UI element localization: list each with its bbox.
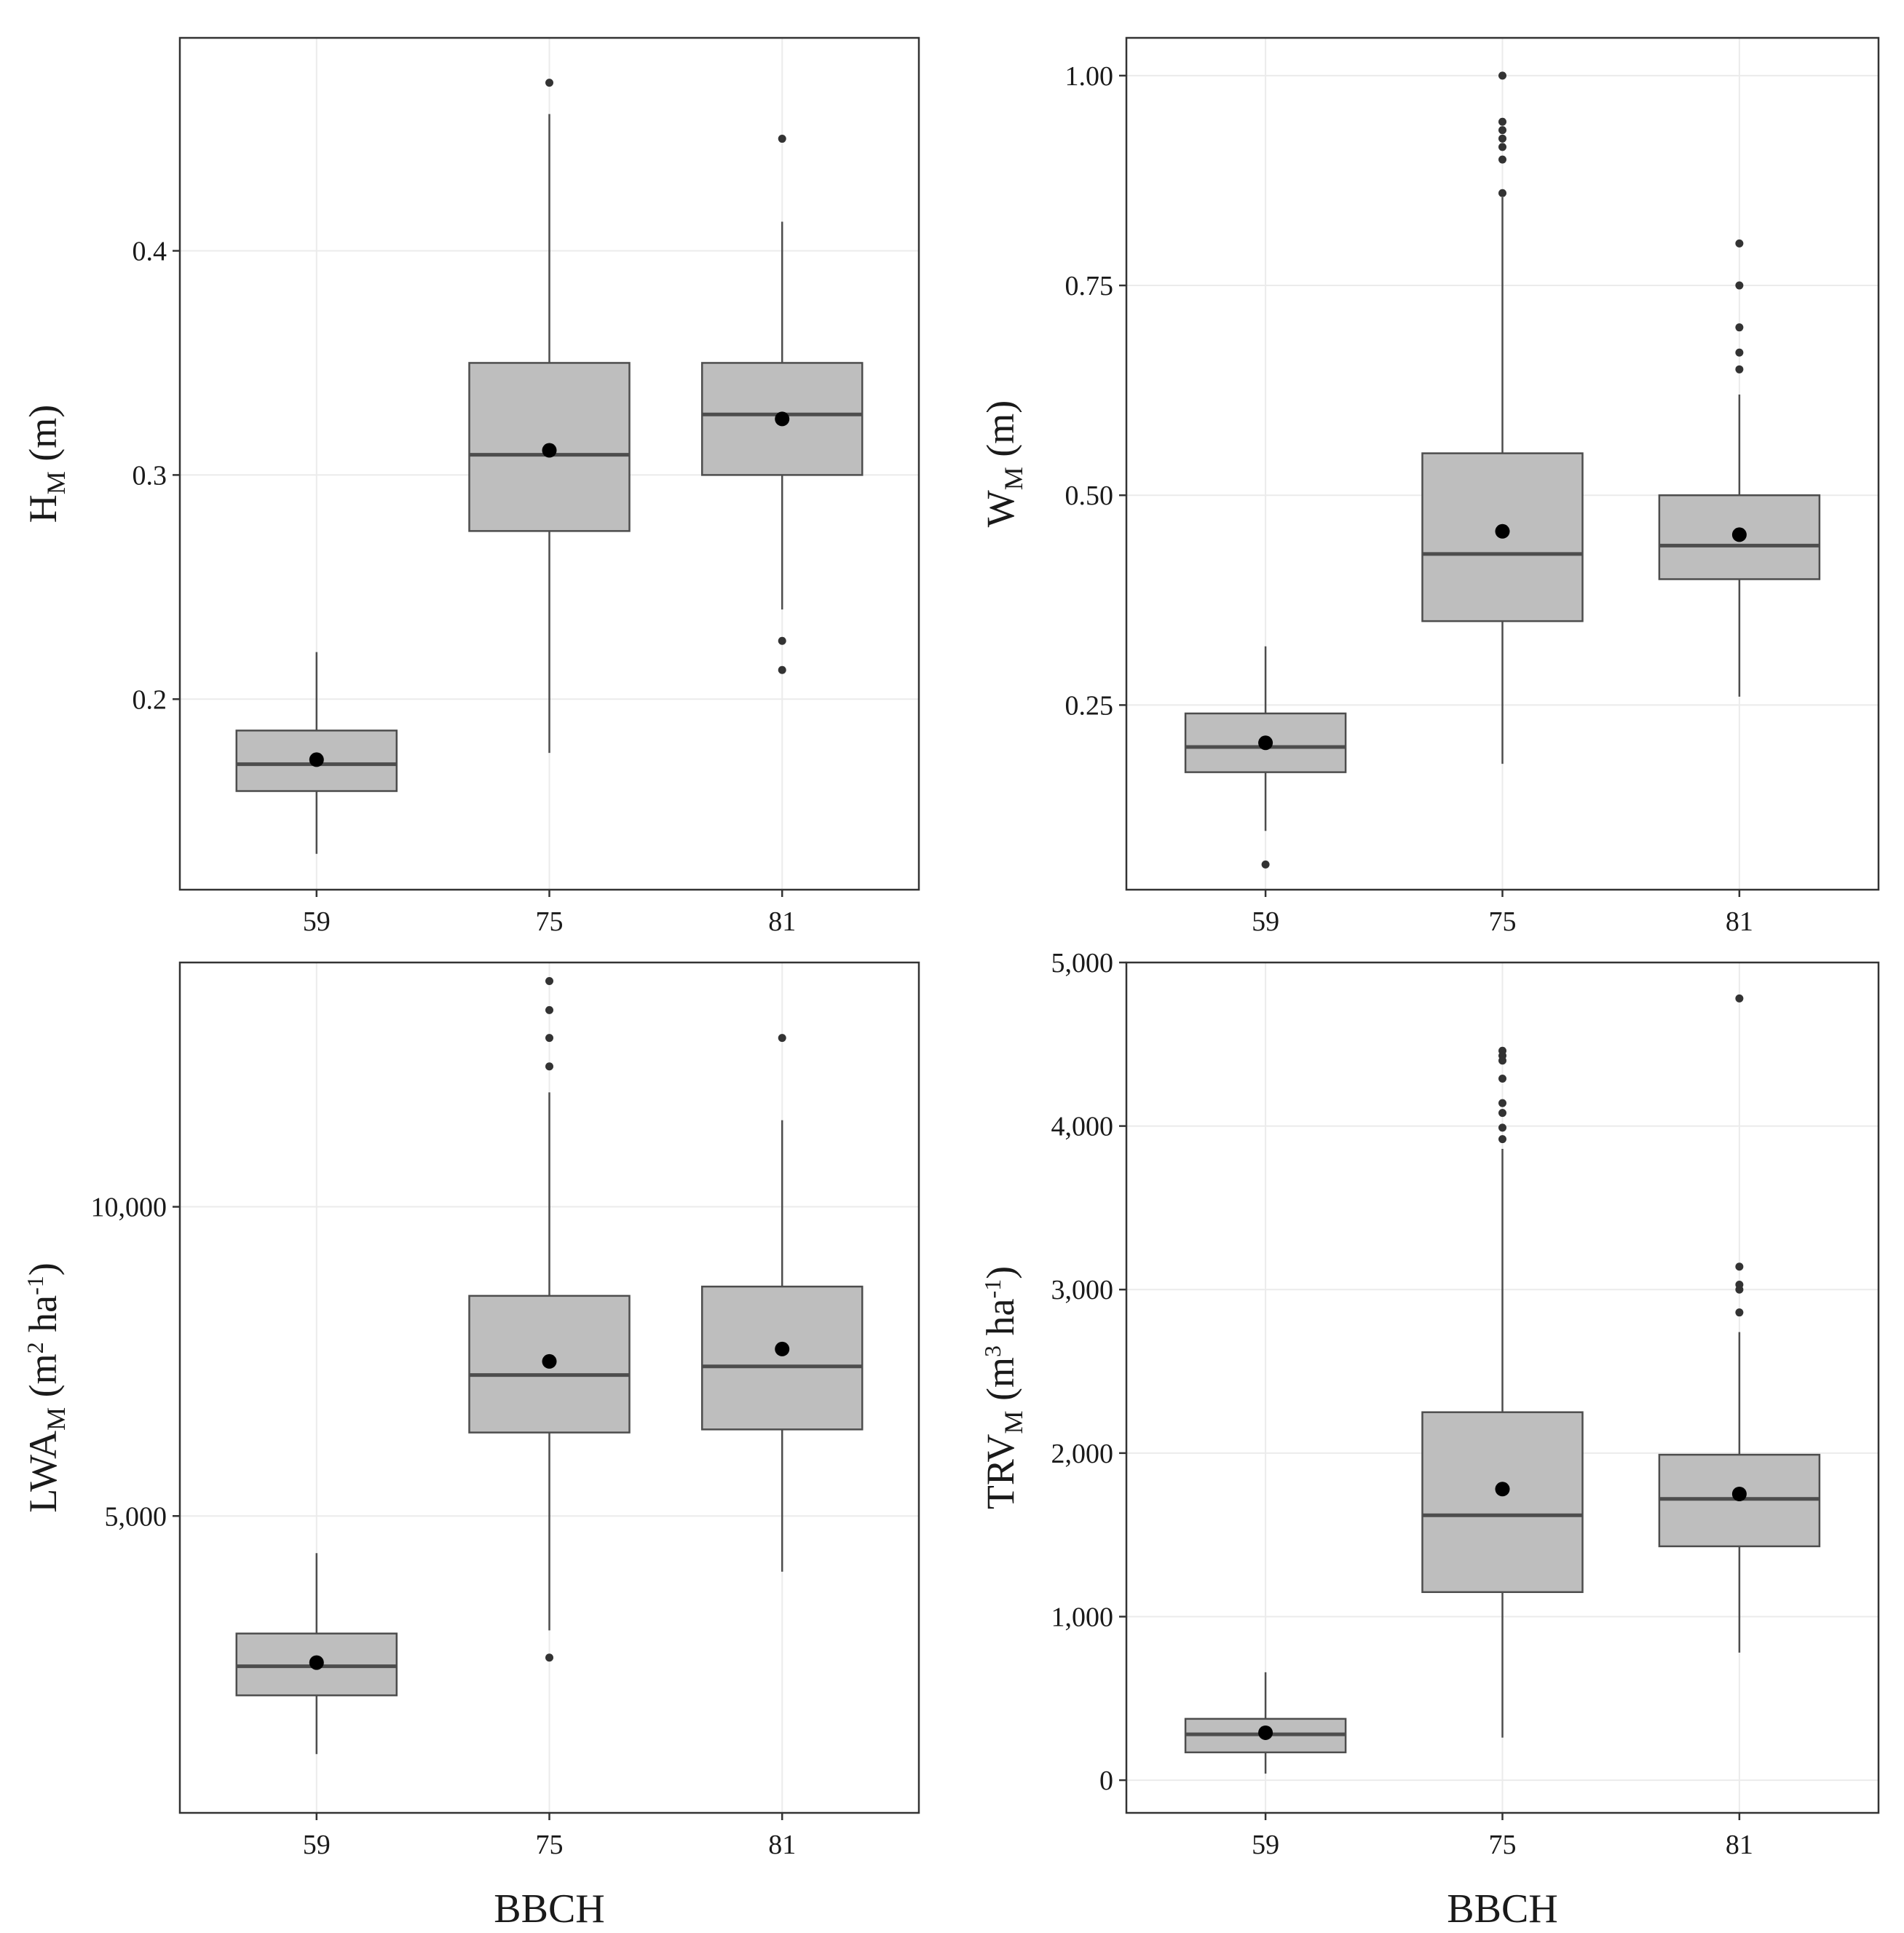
outlier-point — [1735, 1285, 1744, 1294]
x-tick-label: 81 — [768, 906, 796, 937]
mean-point — [1495, 523, 1510, 539]
outlier-point — [1735, 365, 1744, 373]
outlier-point — [1498, 189, 1506, 197]
y-tick-label: 0.3 — [133, 460, 167, 491]
y-tick-label: 0.50 — [1065, 481, 1114, 511]
outlier-point — [1498, 155, 1506, 164]
x-tick-label: 81 — [1726, 906, 1753, 937]
y-axis-title: TRVM (m3 ha-1) — [979, 1266, 1028, 1509]
y-tick-label: 4,000 — [1051, 1112, 1114, 1142]
outlier-point — [778, 135, 786, 143]
box-81 — [1658, 994, 1821, 1653]
y-tick-label: 0.25 — [1065, 690, 1114, 721]
outlier-point — [1498, 1099, 1506, 1107]
outlier-point — [1498, 126, 1506, 135]
outlier-point — [1735, 323, 1744, 332]
chart-panel-2: 0.25 0.50 0.75 1.00 59 75 81 WM (m) — [979, 36, 1880, 937]
outlier-point — [545, 1034, 553, 1043]
outlier-point — [1498, 71, 1506, 80]
mean-point — [1731, 1487, 1747, 1501]
y-tick-label: 5,000 — [1051, 948, 1114, 979]
box-59 — [235, 1553, 398, 1755]
box-75 — [468, 976, 631, 1662]
x-tick-label: 75 — [536, 906, 564, 937]
y-tick-label: 5,000 — [105, 1501, 167, 1532]
y-axis-title: HM (m) — [21, 405, 71, 523]
box-59 — [1184, 646, 1347, 869]
iqr-box — [700, 1285, 864, 1431]
x-tick-label: 59 — [303, 1830, 331, 1860]
outlier-point — [1735, 239, 1744, 248]
chart-panel-1: 0.2 0.3 0.4 59 75 81 HM (m) — [21, 36, 920, 937]
box-59 — [1184, 1672, 1347, 1774]
outlier-point — [1498, 1135, 1506, 1144]
outlier-point — [1498, 117, 1506, 126]
x-axis-title: BBCH — [494, 1886, 605, 1932]
y-tick-label: 0.4 — [133, 237, 167, 267]
y-tick-label: 1,000 — [1051, 1602, 1114, 1632]
mean-point — [542, 443, 557, 458]
box-75 — [468, 79, 631, 754]
x-axis-title: BBCH — [1447, 1886, 1558, 1932]
box-75 — [1421, 1046, 1584, 1738]
x-tick-label: 75 — [1489, 1830, 1517, 1860]
box-81 — [700, 135, 864, 674]
mean-point — [1731, 527, 1747, 542]
x-tick-label: 81 — [768, 1830, 796, 1860]
outlier-point — [545, 1062, 553, 1071]
mean-point — [775, 1341, 790, 1356]
iqr-box — [1421, 1411, 1584, 1594]
y-axis-title: WM (m) — [979, 400, 1028, 527]
y-axis-title: LWAM (m2 ha-1) — [21, 1262, 71, 1513]
y-tick-label: 0.2 — [133, 684, 167, 715]
y-tick-label: 0 — [1099, 1766, 1113, 1796]
outlier-point — [545, 1653, 553, 1662]
outlier-point — [1498, 1109, 1506, 1118]
outlier-point — [545, 1005, 553, 1014]
outlier-point — [1735, 1308, 1744, 1317]
outlier-point — [1498, 143, 1506, 151]
mean-point — [775, 411, 790, 427]
mean-point — [309, 1655, 324, 1670]
outlier-point — [1735, 994, 1744, 1003]
outlier-point — [778, 636, 786, 645]
outlier-point — [778, 1034, 786, 1043]
x-tick-label: 59 — [1252, 906, 1279, 937]
box-81 — [700, 1034, 864, 1572]
mean-point — [1258, 1725, 1273, 1740]
box-75 — [1421, 71, 1584, 764]
outlier-point — [1498, 134, 1506, 143]
outlier-point — [1498, 1056, 1506, 1065]
mean-point — [542, 1353, 557, 1369]
outlier-point — [778, 665, 786, 674]
mean-point — [1258, 735, 1273, 751]
x-tick-label: 75 — [1489, 906, 1517, 937]
x-tick-label: 75 — [536, 1830, 564, 1860]
y-tick-label: 2,000 — [1051, 1439, 1114, 1469]
iqr-box — [1421, 452, 1584, 622]
chart-panel-4: 0 1,000 2,000 3,000 4,000 5,000 59 75 81 BBCH TRVM… — [979, 948, 1880, 1932]
outlier-point — [1261, 860, 1270, 869]
outlier-point — [1735, 1262, 1744, 1271]
outlier-point — [545, 79, 553, 87]
y-tick-label: 1.00 — [1065, 61, 1114, 92]
x-tick-label: 59 — [303, 906, 331, 937]
outlier-point — [1735, 348, 1744, 357]
box-81 — [1658, 239, 1821, 697]
y-tick-label: 3,000 — [1051, 1275, 1114, 1305]
x-tick-label: 81 — [1726, 1830, 1753, 1860]
chart-panel-3: 5,000 10,000 59 75 81 BBCH LWAM (m2 ha-1) — [21, 961, 920, 1932]
y-tick-label: 10,000 — [91, 1193, 167, 1223]
mean-point — [1495, 1482, 1510, 1497]
x-tick-label: 59 — [1252, 1830, 1279, 1860]
outlier-point — [1498, 1074, 1506, 1083]
outlier-point — [545, 976, 553, 985]
outlier-point — [1498, 1123, 1506, 1132]
mean-point — [309, 752, 324, 767]
outlier-point — [1735, 281, 1744, 290]
box-59 — [235, 652, 398, 854]
y-tick-label: 0.75 — [1065, 271, 1114, 301]
